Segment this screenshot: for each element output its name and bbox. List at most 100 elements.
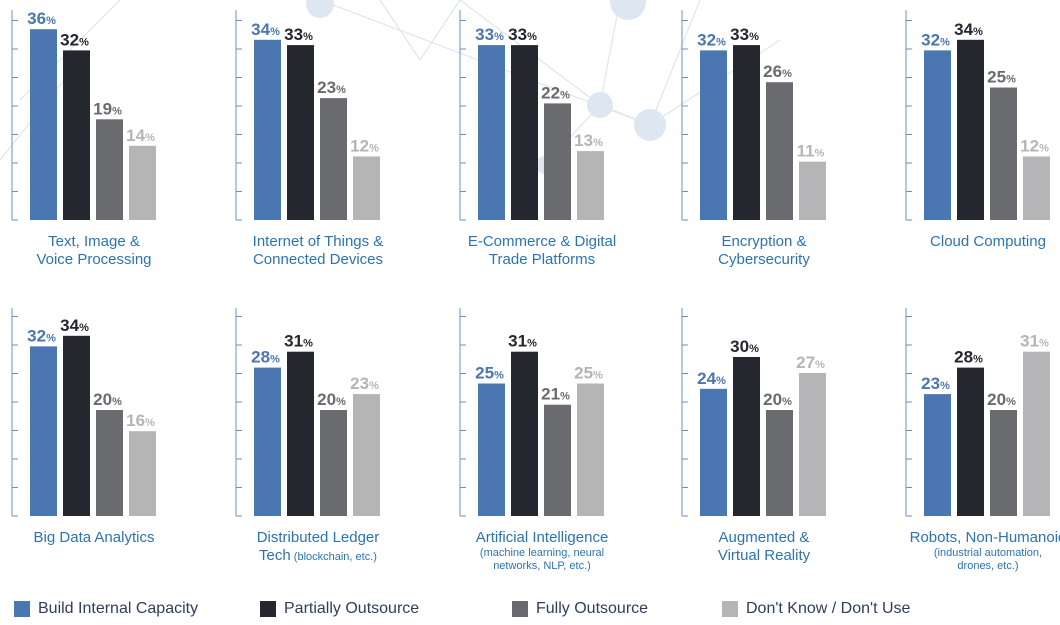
panel-title-line: Augmented & (719, 529, 810, 546)
bar-value-label: 25% (574, 364, 603, 383)
panel-title-line: Text, Image & (48, 233, 140, 250)
bar-build-internal-capacity (30, 346, 57, 516)
bar-build-internal-capacity (924, 394, 951, 516)
panel-subtitle-line: drones, etc.) (957, 560, 1018, 572)
panel-title-line: Artificial Intelligence (476, 529, 609, 546)
bar-value-label: 24% (697, 369, 726, 388)
bar-fully-outsource (544, 404, 571, 516)
bar-fully-outsource (96, 410, 123, 516)
bar-value-label: 20% (763, 390, 792, 409)
panel-title-line-with-subtitle: Tech (blockchain, etc.) (259, 547, 377, 564)
panel-10: 23%28% 20% 31% Robots, Non-Humanoid(industr… (905, 308, 1060, 572)
bar-value-label: 32% (921, 30, 950, 49)
bar-don-t-know-don-t-use (129, 431, 156, 516)
panel-1: 36%32% 19%14% Text, Image &Voice Processin… (11, 9, 156, 268)
bar-build-internal-capacity (700, 388, 727, 516)
legend-swatch (512, 601, 528, 617)
bar-partially-outsource (957, 39, 984, 220)
bar-value-label: 33% (284, 25, 313, 44)
bar-build-internal-capacity (478, 45, 505, 220)
bar-value-label: 36% (27, 9, 56, 28)
bar-build-internal-capacity (478, 383, 505, 516)
bar-value-label: 12% (350, 136, 379, 155)
panel-subtitle-line: networks, NLP, etc.) (493, 560, 591, 572)
bar-value-label: 13% (574, 131, 603, 150)
bar-value-label: 31% (284, 332, 313, 351)
bar-partially-outsource (287, 45, 314, 220)
bar-don-t-know-don-t-use (577, 383, 604, 516)
bar-partially-outsource (511, 45, 538, 220)
panel-9: 24%30% 20%27% Augmented &Virtual Reality (681, 308, 826, 564)
bar-partially-outsource (63, 50, 90, 221)
bar-build-internal-capacity (254, 367, 281, 516)
legend-item-partially-outsource: Partially Outsource (260, 600, 419, 618)
legend-swatch (14, 601, 30, 617)
bar-value-label: 34% (251, 20, 280, 39)
bar-build-internal-capacity (924, 50, 951, 221)
panel-subtitle-line: (machine learning, neural (480, 547, 604, 559)
bar-fully-outsource (96, 119, 123, 220)
bar-build-internal-capacity (254, 39, 281, 220)
bar-fully-outsource (766, 82, 793, 220)
bar-value-label: 20% (987, 390, 1016, 409)
panel-title-line: Virtual Reality (718, 547, 811, 564)
bar-value-label: 20% (317, 390, 346, 409)
panel-2: 34% 33% 23% 12% Internet of Things &Connecte… (235, 10, 383, 268)
bar-build-internal-capacity (30, 29, 57, 221)
bar-value-label: 32% (60, 30, 89, 49)
bar-partially-outsource (957, 367, 984, 516)
bar-don-t-know-don-t-use (799, 372, 826, 516)
bar-value-label: 26% (763, 62, 792, 81)
bar-value-label: 21% (541, 385, 570, 404)
panel-title-line: Distributed Ledger (257, 529, 380, 546)
bar-value-label: 33% (508, 25, 537, 44)
legend-swatch (722, 601, 738, 617)
bar-partially-outsource (511, 351, 538, 516)
bar-don-t-know-don-t-use (353, 156, 380, 220)
bar-don-t-know-don-t-use (577, 151, 604, 220)
bar-value-label: 22% (541, 83, 570, 102)
bar-don-t-know-don-t-use (1023, 351, 1050, 516)
bar-value-label: 33% (475, 25, 504, 44)
bar-value-label: 32% (27, 326, 56, 345)
bar-fully-outsource (990, 410, 1017, 516)
legend-item-build-internal: Build Internal Capacity (14, 600, 198, 618)
bar-value-label: 30% (730, 337, 759, 356)
panel-5: 32%34% 25% 12% Cloud Computing (905, 10, 1050, 250)
legend-item-fully-outsource: Fully Outsource (512, 600, 648, 618)
panel-4: 32% 33%26% 11% Encryption &Cybersecurity (681, 10, 826, 268)
bar-fully-outsource (320, 98, 347, 220)
bar-value-label: 19% (93, 99, 122, 118)
legend-swatch (260, 601, 276, 617)
bar-fully-outsource (320, 410, 347, 516)
legend-label: Fully Outsource (536, 600, 649, 617)
legend-label: Build Internal Capacity (38, 600, 199, 617)
legend-label: Partially Outsource (284, 600, 420, 617)
bar-value-label: 31% (508, 332, 537, 351)
bar-fully-outsource (766, 410, 793, 516)
bar-value-label: 32% (697, 30, 726, 49)
bar-partially-outsource (733, 45, 760, 220)
bar-value-label: 12% (1020, 136, 1049, 155)
panel-title-line: Cybersecurity (718, 251, 810, 268)
bar-value-label: 25% (987, 68, 1016, 87)
panel-title-line: Big Data Analytics (34, 529, 155, 546)
bar-don-t-know-don-t-use (353, 394, 380, 516)
panel-6: 32%34% 20%16% Big Data Analytics (11, 308, 156, 546)
bar-don-t-know-don-t-use (799, 161, 826, 220)
bar-value-label: 16% (126, 411, 155, 430)
bar-value-label: 11% (797, 142, 825, 161)
panel-title-line: Robots, Non-Humanoid (910, 529, 1060, 546)
panel-title-line: Connected Devices (253, 251, 383, 268)
bar-value-label: 33% (730, 25, 759, 44)
panel-subtitle-line: (industrial automation, (934, 547, 1042, 559)
bar-value-label: 28% (251, 348, 280, 367)
legend-label: Don't Know / Don't Use (746, 600, 911, 617)
legend-item-dont-know: Don't Know / Don't Use (722, 600, 910, 618)
panel-8: 25%31%21%25%Artificial Intelligence(mach… (459, 308, 609, 572)
bar-partially-outsource (733, 357, 760, 516)
bar-value-label: 23% (317, 78, 346, 97)
